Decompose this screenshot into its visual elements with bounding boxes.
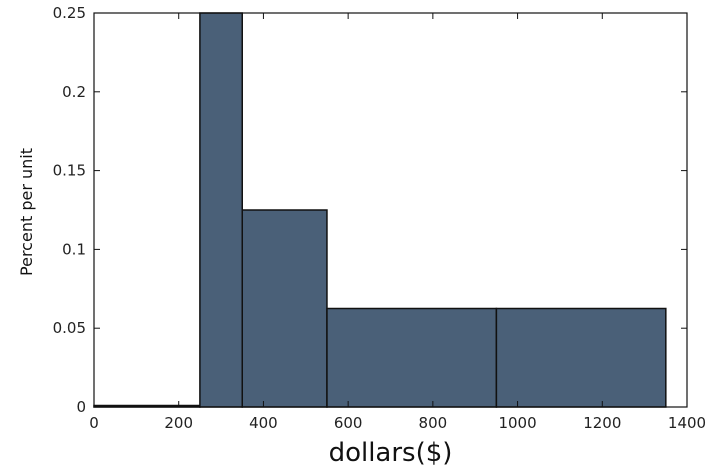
y-tick-label: 0.15 [53, 162, 86, 180]
x-tick-label: 200 [164, 414, 193, 432]
x-tick-label: 1200 [583, 414, 621, 432]
x-tick-label: 800 [419, 414, 448, 432]
y-axis-title: Percent per unit [17, 148, 36, 276]
x-tick-label: 1400 [668, 414, 706, 432]
y-tick-label: 0.25 [53, 4, 86, 22]
y-axis-ticks: 0 0.05 0.1 0.15 0.2 0.25 [53, 4, 687, 416]
x-axis-title: dollars($) [329, 438, 453, 467]
x-axis-ticks: 0 200 400 600 800 1000 1200 1400 [89, 13, 706, 432]
histogram-bar-3 [326, 307, 498, 408]
plot-area-frame [93, 12, 688, 408]
histogram-bar-1 [199, 12, 243, 408]
x-tick-label: 0 [89, 414, 99, 432]
x-tick-label: 1000 [498, 414, 536, 432]
y-tick-label: 0.2 [62, 83, 86, 101]
bars-group [93, 12, 667, 408]
histogram-bar-2 [241, 209, 328, 408]
x-tick-label: 600 [334, 414, 363, 432]
x-tick-label: 400 [249, 414, 278, 432]
y-tick-label: 0.05 [53, 319, 86, 337]
y-tick-label: 0 [76, 398, 86, 416]
histogram-bar-4 [495, 307, 667, 408]
y-tick-label: 0.1 [62, 240, 86, 258]
